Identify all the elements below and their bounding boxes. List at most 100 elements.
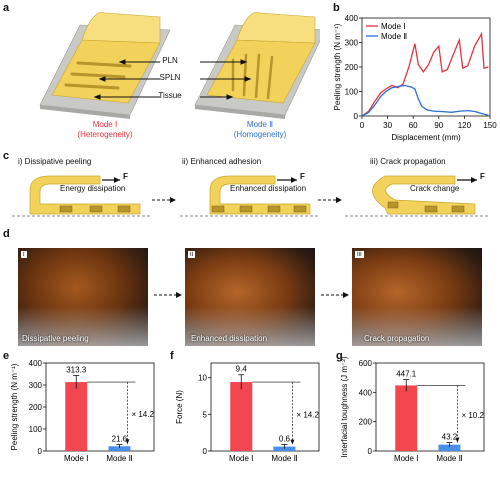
y-tick-label: 200 bbox=[359, 418, 373, 427]
x-tick-label: 150 bbox=[483, 121, 497, 130]
y-tick-label: 10 bbox=[198, 374, 207, 383]
spln-stripes-left bbox=[64, 61, 132, 90]
mode2-title: Mode Ⅱ bbox=[246, 120, 274, 129]
y-tick-label: 200 bbox=[29, 403, 43, 412]
step-ii-title: ii) Enhanced adhesion bbox=[182, 157, 262, 166]
photo-dissipative-peeling: i Dissipative peeling bbox=[18, 248, 148, 346]
y-tick-label: 600 bbox=[359, 359, 373, 368]
y-tick-label: 400 bbox=[29, 359, 43, 368]
photo-tag-iii: iii bbox=[355, 251, 364, 258]
plot-frame bbox=[375, 362, 485, 452]
step-iii-diagram bbox=[345, 175, 490, 217]
y-axis-label: Force (N) bbox=[175, 390, 184, 424]
panel-label-a: a bbox=[3, 2, 10, 14]
photo-enhanced-dissipation: ii Enhanced dissipation bbox=[185, 248, 315, 346]
panel-d-arrows bbox=[154, 292, 349, 298]
panel-label-b: b bbox=[333, 2, 340, 14]
panel-c-schematic bbox=[12, 175, 490, 217]
peeling-strength-line-chart: 0 30 60 90 120 150 0 100 200 300 400 Displacement (… bbox=[333, 14, 497, 142]
y-tick-label: 300 bbox=[29, 381, 43, 390]
plot-frame bbox=[210, 362, 320, 452]
legend-label-1: Mode Ⅰ bbox=[381, 22, 406, 31]
photo-tag-i: i bbox=[21, 251, 27, 258]
y-tick-label: 100 bbox=[345, 88, 359, 97]
peeling-strength-bar-chart: 0 100 200 300 400 Peeling strength (N m⁻¹) 313… bbox=[10, 359, 155, 463]
label-pln: PLN bbox=[162, 56, 178, 65]
force-bar-chart: 0 5 10 Force (N) 9.4 Mode Ⅰ 0.6 Mode Ⅱ × 14.2 bbox=[175, 362, 320, 463]
patch-left-peeled bbox=[81, 11, 161, 44]
ratio-arrowhead bbox=[125, 439, 130, 445]
y-tick-label: 0 bbox=[38, 447, 43, 456]
x-tick-label: 120 bbox=[458, 121, 472, 130]
value-label-2: 43.2 bbox=[442, 432, 458, 441]
category-label-1: Mode Ⅰ bbox=[64, 454, 89, 463]
ratio-label: × 14.2 bbox=[296, 410, 319, 419]
value-label-2: 0.6 bbox=[279, 434, 291, 443]
patch-right-peeled bbox=[236, 11, 316, 44]
y-tick-label: 200 bbox=[345, 63, 359, 72]
photo-caption-i: Dissipative peeling bbox=[22, 334, 89, 343]
y-axis-label: Peeling strength (N m⁻¹) bbox=[10, 363, 19, 450]
label-spln: SPLN bbox=[159, 73, 181, 82]
tissue-edge-right bbox=[195, 105, 285, 119]
category-label-1: Mode Ⅰ bbox=[394, 454, 419, 463]
category-label-1: Mode Ⅰ bbox=[229, 454, 254, 463]
y-tick-label: 0 bbox=[354, 112, 359, 121]
interfacial-toughness-bar-chart: 0 200 400 600 Interfacial toughness (J m⁻²) 4… bbox=[340, 356, 485, 463]
mode2-subtitle: (Homogeneity) bbox=[233, 130, 287, 139]
panel-label-d: d bbox=[3, 228, 10, 240]
x-tick-label: 60 bbox=[409, 121, 418, 130]
series-line-2 bbox=[361, 84, 489, 117]
photo-tag-ii: ii bbox=[188, 251, 196, 258]
y-tick-label: 5 bbox=[203, 410, 208, 419]
y-tick-label: 300 bbox=[345, 39, 359, 48]
panel-label-f: f bbox=[170, 350, 174, 362]
panel-label-c: c bbox=[3, 150, 10, 162]
legend-label-2: Mode Ⅱ bbox=[381, 32, 407, 41]
bar-1 bbox=[230, 382, 253, 451]
label-tissue: Tissue bbox=[158, 91, 182, 100]
x-tick-label: 30 bbox=[383, 121, 392, 130]
value-label-2: 21.6 bbox=[112, 434, 128, 443]
panel-label-e: e bbox=[3, 350, 10, 362]
category-label-2: Mode Ⅱ bbox=[106, 454, 132, 463]
y-tick-label: 100 bbox=[29, 425, 43, 434]
ratio-arrowhead bbox=[455, 437, 460, 443]
y-tick-label: 400 bbox=[345, 14, 359, 23]
plot-frame bbox=[45, 362, 155, 452]
step-iii-title: iii) Crack propagation bbox=[370, 157, 446, 166]
value-label-1: 447.1 bbox=[396, 370, 417, 379]
force-label-iii: F bbox=[480, 172, 485, 181]
step-i-diagram bbox=[12, 175, 150, 217]
series-line-1 bbox=[361, 31, 489, 117]
bar-2 bbox=[108, 446, 131, 451]
y-axis-label: Interfacial toughness (J m⁻²) bbox=[340, 356, 349, 457]
y-tick-label: 0 bbox=[203, 447, 208, 456]
force-label-i: F bbox=[123, 172, 128, 181]
photo-crack-propagation: iii Crack propagation bbox=[352, 248, 482, 346]
step-i-callout: Energy dissipation bbox=[60, 184, 126, 193]
photo-caption-ii: Enhanced dissipation bbox=[191, 334, 268, 343]
ratio-label: × 10.2 bbox=[461, 411, 484, 420]
ratio-arrowhead bbox=[290, 439, 295, 445]
mode1-title: Mode Ⅰ bbox=[92, 120, 118, 129]
panel-label-g: g bbox=[336, 350, 343, 362]
bar-1 bbox=[395, 385, 418, 451]
x-axis-label: Displacement (mm) bbox=[391, 133, 461, 142]
x-tick-label: 0 bbox=[360, 121, 365, 130]
y-axis-label: Peeling strength (N m⁻¹) bbox=[333, 23, 342, 110]
photo-caption-iii: Crack propagation bbox=[364, 334, 430, 343]
step-i-title: i) Dissipative peeling bbox=[18, 157, 92, 166]
step-ii-callout: Enhanced dissipation bbox=[230, 184, 307, 193]
y-tick-label: 400 bbox=[359, 388, 373, 397]
value-label-1: 313.3 bbox=[66, 365, 87, 374]
force-label-ii: F bbox=[300, 172, 305, 181]
mode1-subtitle: (Heterogeneity) bbox=[77, 130, 133, 139]
step-ii-diagram bbox=[180, 175, 320, 217]
x-tick-label: 90 bbox=[434, 121, 443, 130]
panel-a-schematic bbox=[39, 11, 320, 119]
tissue-edge-left bbox=[40, 105, 130, 119]
y-tick-label: 0 bbox=[368, 447, 373, 456]
category-label-2: Mode Ⅱ bbox=[436, 454, 462, 463]
value-label-1: 9.4 bbox=[236, 365, 248, 374]
